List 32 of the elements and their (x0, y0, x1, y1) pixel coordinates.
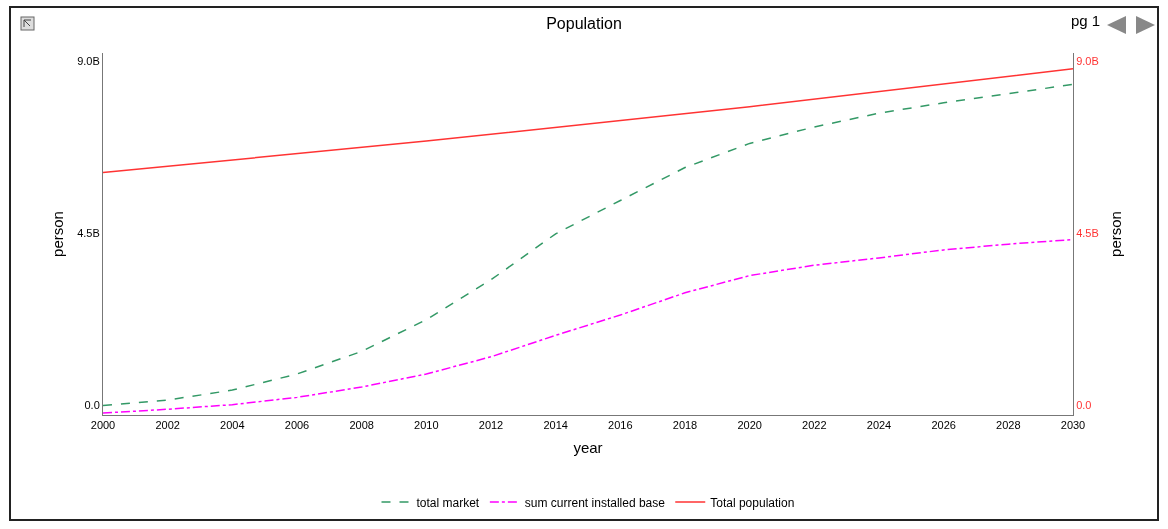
x-tick-label: 2016 (608, 419, 633, 432)
x-tick-label: 2002 (155, 419, 180, 432)
x-tick-label: 2000 (90, 419, 116, 432)
y2-tick-label: 4.5B (1076, 226, 1099, 239)
legend-label: sum current installed base (524, 495, 666, 510)
text: pg 1 (1071, 12, 1101, 29)
y2-tick-label: 0.0 (1076, 399, 1092, 412)
x-tick-label: 2028 (996, 419, 1021, 432)
y-tick-label: 4.5B (77, 226, 100, 239)
y-axis-title: person (49, 211, 66, 257)
x-tick-label: 2006 (284, 419, 310, 432)
x-tick-label: 2012 (478, 419, 504, 432)
x-tick-label: 2010 (414, 419, 439, 432)
x-tick-label: 2022 (802, 419, 827, 432)
y-tick-label: 9.0B (77, 54, 100, 67)
legend-label: total market (416, 495, 480, 510)
line-series (103, 83, 1073, 407)
legend-label: Total population (710, 495, 795, 510)
y2-tick-label: 9.0B (1076, 54, 1099, 67)
line-series (103, 67, 1073, 174)
x-tick-label: 2024 (866, 419, 892, 432)
x-tick-label: 2008 (349, 419, 374, 432)
x-tick-label: 2026 (931, 419, 956, 432)
x-tick-label: 2030 (1060, 419, 1086, 432)
x-tick-label: 2018 (672, 419, 698, 432)
x-tick-label: 2004 (220, 419, 245, 432)
chart-title: Population (546, 15, 622, 33)
x-axis-title: year (573, 439, 603, 457)
y-tick-label: 0.0 (84, 399, 100, 412)
y2-axis-title: person (1106, 211, 1124, 257)
x-tick-label: 2020 (737, 419, 762, 432)
x-tick-label: 2014 (543, 419, 568, 432)
